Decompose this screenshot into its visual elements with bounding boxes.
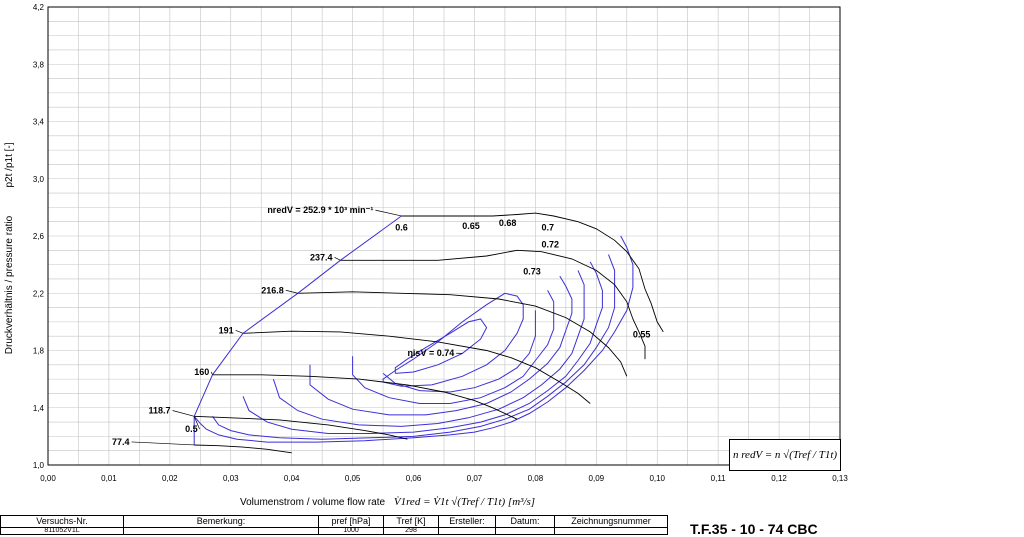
annotation-label: 0.65 [462, 221, 480, 231]
reduced-speed-formula: n redV = n √(Tref / T1t) [733, 449, 837, 461]
y-axis-label: Druckverhältnis / pressure ratio [4, 215, 15, 354]
x-tick-label: 0,09 [589, 474, 605, 483]
y-tick-label: 1,8 [33, 347, 45, 356]
efficiency-line-0.72 [383, 310, 535, 392]
x-tick-label: 0,02 [162, 474, 178, 483]
y-tick-label: 3,0 [33, 175, 45, 184]
annotation-leader [132, 442, 195, 445]
value-datum [496, 528, 555, 535]
value-ersteller [439, 528, 496, 535]
header-ersteller: Ersteller: [439, 516, 496, 528]
x-tick-label: 0,01 [101, 474, 117, 483]
x-tick-label: 0,10 [649, 474, 665, 483]
x-tick-label: 0,06 [406, 474, 422, 483]
x-tick-label: 0,11 [711, 474, 727, 483]
annotation-label: 237.4 [310, 252, 333, 262]
speed-line-191 [243, 331, 590, 403]
y-tick-label: 2,2 [33, 289, 45, 298]
y-axis-symbol: p2t /p1t [-] [4, 142, 15, 187]
header-datum: Datum: [496, 516, 555, 528]
annotation-leader [236, 330, 243, 333]
x-tick-labels: 0,00 0,01 0,02 0,03 0,04 0,05 0,06 0,07 0,08 0,09… [40, 474, 848, 483]
x-tick-label: 0,05 [345, 474, 361, 483]
annotation-label: 216.8 [261, 285, 284, 295]
x-tick-label: 0,03 [223, 474, 239, 483]
annotation-label: ηisV = 0.74 [407, 348, 454, 358]
x-tick-label: 0,13 [832, 474, 848, 483]
annotation-label: 77.4 [112, 437, 130, 447]
value-zeichnungsnummer [555, 528, 668, 535]
annotation-label: 0.55 [633, 330, 651, 340]
annotation-label: 160 [194, 367, 209, 377]
efficiency-line-0.74 [395, 319, 486, 373]
value-tref: 298 [384, 528, 439, 535]
annotation-leader [335, 257, 341, 260]
y-tick-label: 2,6 [33, 232, 45, 241]
annotation-label: 0.6 [395, 222, 408, 232]
y-tick-label: 3,8 [33, 60, 45, 69]
annotation-label: 0.68 [499, 218, 517, 228]
y-tick-labels: 1,0 1,4 1,8 2,2 2,6 3,0 3,4 3,8 4,2 [33, 3, 45, 470]
value-versuchs-nr: 811052V1L [1, 528, 124, 535]
annotation-label: 118.7 [149, 405, 171, 415]
y-tick-label: 1,4 [33, 404, 45, 413]
value-pref: 1000 [319, 528, 384, 535]
annotation-label: 0.7 [541, 222, 554, 232]
x-tick-label: 0,04 [284, 474, 300, 483]
header-zeichnungsnummer: Zeichnungsnummer [555, 516, 668, 528]
x-tick-label: 0,12 [771, 474, 787, 483]
annotation-leader [173, 410, 195, 416]
speed-line-77.4 [194, 445, 292, 453]
reduced-speed-formula-box: n redV = n √(Tref / T1t) [729, 439, 841, 471]
x-axis-formula: V̇1red = V̇1t √(Tref / T1t) [m³/s] [394, 496, 535, 508]
annotations: nredV = 252.9 * 10³ min⁻¹ 237.4 216.8 191 16… [112, 205, 650, 447]
annotation-label: 0.73 [523, 267, 541, 277]
annotation-leader [211, 372, 212, 375]
y-tick-label: 1,0 [33, 461, 45, 470]
x-tick-label: 0,08 [528, 474, 544, 483]
speed-line-216.8 [298, 292, 627, 377]
grid-lines [48, 7, 840, 465]
x-axis-label: Volumenstrom / volume flow rate [240, 497, 385, 508]
header-tref: Tref [K] [384, 516, 439, 528]
annotation-leader [375, 210, 401, 216]
x-axis-title: Volumenstrom / volume flow rate V̇1red =… [240, 496, 535, 508]
header-versuchs-nr: Versuchs-Nr. [1, 516, 124, 528]
y-tick-label: 3,4 [33, 118, 45, 127]
y-tick-label: 4,2 [33, 3, 45, 12]
x-tick-label: 0,07 [467, 474, 483, 483]
x-tick-label: 0,00 [40, 474, 56, 483]
speed-line-160 [213, 375, 518, 419]
annotation-label: 0.5 [185, 424, 198, 434]
speed-lines [194, 213, 663, 453]
speed-line-118.7 [194, 416, 407, 439]
y-axis-title: Druckverhältnis / pressure ratio p2t /p1… [4, 142, 15, 354]
header-pref: pref [hPa] [319, 516, 384, 528]
title-block-table: Versuchs-Nr. Bemerkung: pref [hPa] Tref … [0, 515, 668, 535]
header-bemerkung: Bemerkung: [124, 516, 319, 528]
annotation-label: 0.72 [541, 239, 559, 249]
value-bemerkung [124, 528, 319, 535]
annotation-label: nredV = 252.9 * 10³ min⁻¹ [267, 205, 373, 215]
annotation-label: 191 [219, 325, 234, 335]
